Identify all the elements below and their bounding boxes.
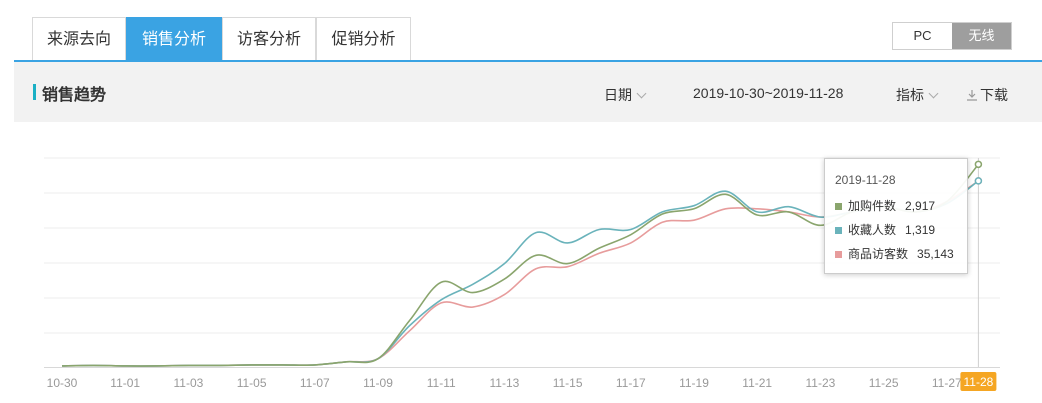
series-point [974, 160, 983, 169]
sales-trend-chart: 10-30 11-01 11-03 11-05 11-07 11-09 11-11 11-13… [44, 157, 1000, 391]
x-axis: 10-30 11-01 11-03 11-05 11-07 11-09 11-11 11-13… [47, 372, 997, 391]
x-tick-label: 11-21 [742, 376, 772, 390]
tooltip-series-value: 1,319 [905, 223, 936, 237]
chart-toolbar: 销售趋势 日期 2019-10-30~2019-11-28 指标 下载 [14, 62, 1042, 122]
x-tick-label: 11-15 [553, 376, 583, 390]
tooltip-row: 商品访客数 35,143 [835, 244, 967, 268]
date-dropdown[interactable]: 日期 [604, 85, 647, 105]
tab-sales-analysis[interactable]: 销售分析 [126, 17, 222, 60]
tab-source-destination[interactable]: 来源去向 [32, 17, 126, 60]
legend-square-icon [835, 203, 842, 210]
download-icon [967, 90, 977, 101]
x-tick-label: 11-17 [616, 376, 646, 390]
legend-square-icon [835, 251, 842, 258]
x-tick-label: 11-28 [963, 375, 993, 389]
x-tick-label: 11-13 [489, 376, 519, 390]
title-marker [33, 84, 36, 100]
x-axis-highlight [960, 372, 997, 391]
tab-visitor-analysis[interactable]: 访客分析 [222, 17, 316, 60]
chevron-down-icon [636, 88, 647, 99]
tooltip-row: 收藏人数 1,319 [835, 220, 967, 244]
download-button[interactable]: 下载 [966, 85, 1008, 105]
x-tick-label: 11-07 [300, 376, 330, 390]
x-tick-label: 11-23 [805, 376, 835, 390]
tooltip-series-name: 加购件数 [848, 199, 897, 213]
chart-lines [61, 160, 983, 367]
tooltip-series-name: 商品访客数 [848, 247, 909, 261]
x-tick-label: 10-30 [47, 376, 78, 390]
tooltip-series-name: 收藏人数 [848, 223, 897, 237]
series-line [61, 163, 980, 367]
download-label: 下载 [980, 87, 1008, 103]
section-title: 销售趋势 [42, 87, 107, 104]
tab-promotion-analysis[interactable]: 促销分析 [316, 17, 411, 60]
date-range[interactable]: 2019-10-30~2019-11-28 [693, 85, 844, 101]
chart-tooltip: 2019-11-28 加购件数 2,917 收藏人数 1,319 商品访客数 35,1… [824, 158, 968, 274]
toggle-pc[interactable]: PC [893, 23, 952, 49]
x-tick-label: 11-11 [427, 376, 456, 390]
metric-dropdown[interactable]: 指标 [896, 85, 939, 105]
device-toggle: PC 无线 [892, 22, 1012, 50]
series-point [974, 177, 983, 185]
tooltip-series-value: 2,917 [905, 199, 936, 213]
tooltip-row: 加购件数 2,917 [835, 196, 967, 220]
x-tick-label: 11-25 [869, 376, 899, 390]
x-tick-label: 11-03 [173, 376, 203, 390]
tooltip-date: 2019-11-28 [835, 173, 896, 187]
tab-underline [14, 60, 1042, 62]
x-tick-label: 11-19 [679, 376, 709, 390]
x-tick-label: 11-01 [110, 376, 140, 390]
date-dropdown-label: 日期 [604, 87, 632, 103]
chevron-down-icon [928, 88, 939, 99]
tab-bar: 来源去向 销售分析 访客分析 促销分析 PC 无线 [0, 0, 1042, 62]
x-tick-label: 11-09 [363, 376, 393, 390]
tooltip-series-value: 35,143 [917, 247, 954, 261]
x-tick-label: 11-27 [932, 376, 962, 390]
toggle-wireless[interactable]: 无线 [952, 23, 1011, 49]
metric-dropdown-label: 指标 [896, 87, 924, 103]
legend-square-icon [835, 227, 842, 234]
x-tick-label: 11-05 [237, 376, 267, 390]
